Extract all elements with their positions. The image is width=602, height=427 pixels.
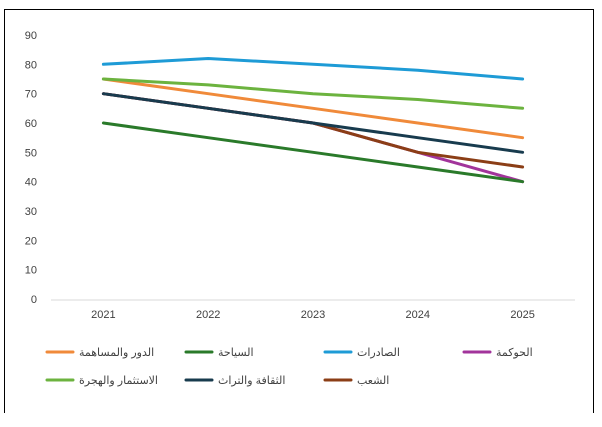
legend-label: السياحة xyxy=(218,347,254,359)
legend: الدور والمساهمة السياحة الصادرات الحوكمة الا… xyxy=(45,347,533,387)
x-axis: 2021 2022 2023 2024 2025 xyxy=(51,299,575,321)
series-lines xyxy=(101,57,525,184)
legend-label: الدور والمساهمة xyxy=(79,347,154,359)
legend-label: الصادرات xyxy=(357,347,400,359)
x-tick-label: 2025 xyxy=(510,309,534,321)
chart-frame: 0 10 20 30 40 50 60 70 80 90 2021 2022 2023 2024 2025… xyxy=(4,9,594,413)
y-tick-label: 60 xyxy=(25,118,37,130)
y-tick-label: 30 xyxy=(25,206,37,218)
x-tick-label: 2024 xyxy=(406,309,430,321)
x-tick-label: 2022 xyxy=(196,309,220,321)
line-chart: 0 10 20 30 40 50 60 70 80 90 2021 2022 2023 2024 2025… xyxy=(25,30,575,387)
y-tick-label: 90 xyxy=(25,30,37,42)
legend-label: الثقافة والتراث xyxy=(218,375,285,387)
y-axis: 0 10 20 30 40 50 60 70 80 90 xyxy=(25,30,37,306)
y-tick-label: 50 xyxy=(25,147,37,159)
y-tick-label: 70 xyxy=(25,89,37,101)
y-tick-label: 80 xyxy=(25,59,37,71)
x-tick-label: 2023 xyxy=(301,309,325,321)
y-tick-label: 10 xyxy=(25,265,37,277)
legend-label: الحوكمة xyxy=(496,347,533,359)
legend-label: الاستثمار والهجرة xyxy=(79,375,158,387)
series-line xyxy=(101,57,525,81)
legend-label: الشعب xyxy=(357,375,389,387)
y-tick-label: 40 xyxy=(25,177,37,189)
y-tick-label: 0 xyxy=(31,294,37,306)
y-tick-label: 20 xyxy=(25,235,37,247)
x-tick-label: 2021 xyxy=(91,309,115,321)
